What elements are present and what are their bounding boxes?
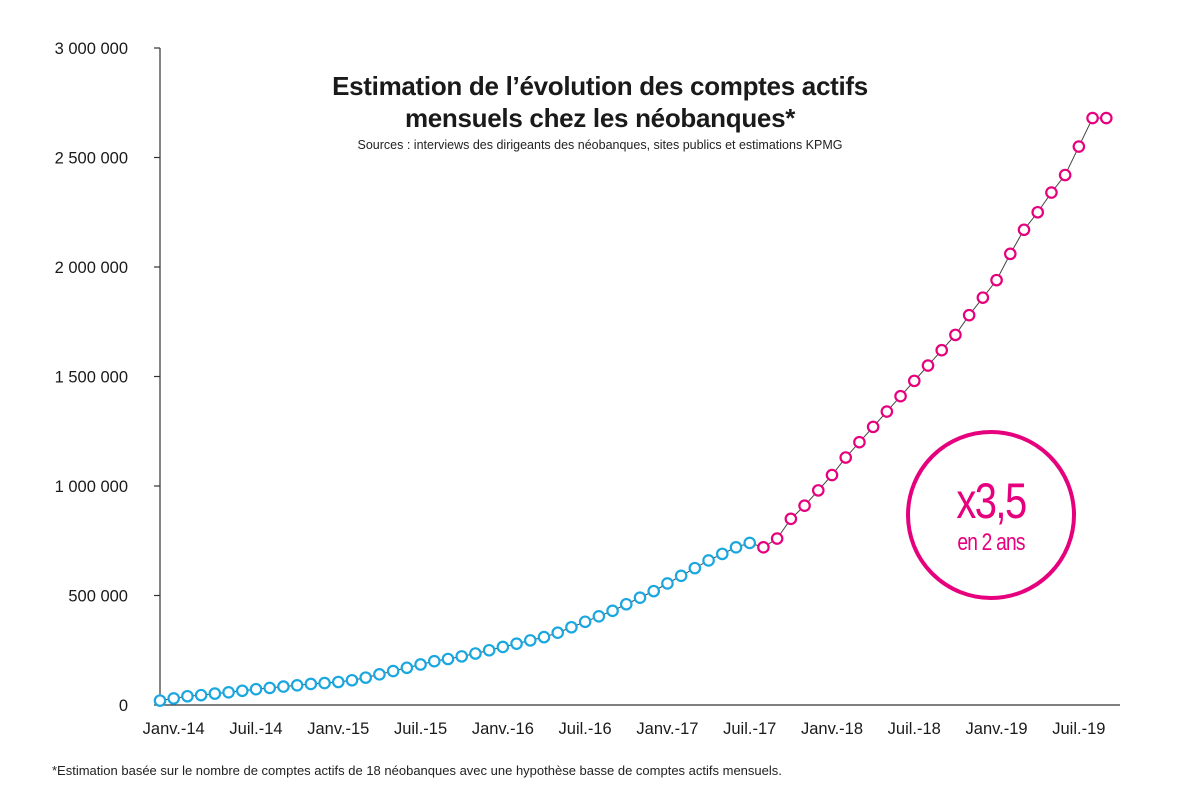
data-point-s0-20 <box>427 654 441 668</box>
data-point-s0-34 <box>619 597 633 611</box>
data-point-s0-2 <box>181 689 194 703</box>
data-point-s0-6 <box>235 684 249 698</box>
data-point-s1-24 <box>1086 111 1099 125</box>
data-point-s0-5 <box>222 685 235 699</box>
data-point-s0-13 <box>331 675 345 689</box>
data-point-s0-33 <box>606 604 619 618</box>
chart-title-line2: mensuels chez les néobanques* <box>404 103 796 133</box>
data-point-s0-19 <box>414 658 427 671</box>
data-point-s1-20 <box>1031 205 1045 219</box>
x-tick-label-5: Juil.-16 <box>559 720 612 738</box>
data-point-s0-8 <box>263 681 277 695</box>
data-point-s0-4 <box>208 687 222 700</box>
x-tick-label-11: Juil.-19 <box>1052 720 1105 738</box>
data-point-s0-39 <box>688 561 702 575</box>
data-point-s0-37 <box>661 577 674 590</box>
data-point-s1-7 <box>853 435 866 449</box>
data-point-s0-42 <box>729 541 743 554</box>
data-point-s0-18 <box>400 661 414 675</box>
data-point-s1-6 <box>839 451 853 464</box>
data-point-s1-0 <box>757 541 770 554</box>
data-point-s0-38 <box>674 569 688 583</box>
growth-badge-value: x3,5 <box>956 473 1027 529</box>
data-point-s0-25 <box>496 640 510 654</box>
data-point-s1-21 <box>1045 186 1058 199</box>
y-tick-label-1: 500 000 <box>68 588 128 606</box>
data-point-s0-0 <box>153 694 167 707</box>
x-tick-label-7: Juil.-17 <box>723 720 776 738</box>
x-tick-label-4: Janv.-16 <box>472 720 534 738</box>
data-point-s0-27 <box>523 634 537 647</box>
data-point-s1-15 <box>962 308 976 322</box>
footnote: *Estimation basée sur le nombre de compt… <box>52 763 782 778</box>
series-line <box>159 117 1107 702</box>
y-tick-label-0: 0 <box>119 697 128 715</box>
x-tick-label-2: Janv.-15 <box>307 720 369 738</box>
data-point-s0-15 <box>359 671 373 684</box>
data-point-s0-12 <box>318 676 331 690</box>
x-tick-label-8: Janv.-18 <box>801 720 863 738</box>
data-point-s0-41 <box>715 547 729 561</box>
data-point-s0-28 <box>537 630 551 644</box>
data-point-s1-3 <box>798 499 811 513</box>
data-point-s0-17 <box>386 664 400 678</box>
data-point-s1-5 <box>825 468 839 482</box>
y-tick-label-5: 2 500 000 <box>55 150 128 168</box>
data-point-s0-24 <box>482 643 496 657</box>
data-point-s1-12 <box>921 359 935 372</box>
data-point-s1-11 <box>907 374 921 388</box>
x-tick-label-9: Juil.-18 <box>888 720 941 738</box>
x-tick-label-6: Janv.-17 <box>636 720 698 738</box>
growth-badge: x3,5 en 2 ans <box>906 430 1076 600</box>
chart-subtitle: Sources : interviews des dirigeants des … <box>357 138 843 152</box>
data-point-s0-43 <box>743 536 757 550</box>
data-point-s1-10 <box>894 389 907 403</box>
data-point-s1-17 <box>990 273 1003 287</box>
data-point-s0-26 <box>510 637 523 650</box>
data-point-s1-1 <box>770 532 784 545</box>
data-point-s0-35 <box>633 591 647 604</box>
data-point-s0-29 <box>551 626 565 640</box>
y-tick-label-4: 2 000 000 <box>55 259 128 277</box>
data-point-s0-30 <box>565 620 578 634</box>
data-point-s1-14 <box>949 328 962 342</box>
data-point-s1-23 <box>1072 140 1086 153</box>
x-tick-label-3: Juil.-15 <box>394 720 447 738</box>
x-tick-label-1: Juil.-14 <box>229 720 282 738</box>
data-point-s0-1 <box>167 692 181 705</box>
data-point-s1-13 <box>935 343 949 357</box>
data-point-s0-16 <box>373 668 386 681</box>
data-point-s0-40 <box>702 554 715 567</box>
data-point-s1-18 <box>1003 247 1017 261</box>
data-point-s0-7 <box>249 682 263 696</box>
data-point-s1-4 <box>811 484 825 497</box>
data-point-s1-9 <box>880 405 894 418</box>
data-point-s0-32 <box>592 610 606 623</box>
data-point-s0-22 <box>455 650 469 663</box>
chart-title-line1: Estimation de l’évolution des comptes ac… <box>332 71 868 101</box>
x-tick-label-0: Janv.-14 <box>143 720 205 738</box>
growth-badge-caption: en 2 ans <box>957 529 1025 556</box>
data-point-s0-11 <box>304 677 318 691</box>
data-point-s0-36 <box>647 584 661 598</box>
data-point-s1-22 <box>1058 168 1072 182</box>
data-point-s0-21 <box>441 652 455 666</box>
data-point-s0-23 <box>469 647 482 660</box>
data-point-s0-14 <box>345 673 359 687</box>
data-point-s0-31 <box>578 615 592 629</box>
data-point-s1-25 <box>1099 111 1113 125</box>
data-point-s0-3 <box>194 688 208 702</box>
data-point-s0-10 <box>290 678 304 692</box>
data-point-s1-8 <box>866 420 880 434</box>
data-point-s1-2 <box>784 512 798 526</box>
data-point-s1-19 <box>1017 223 1031 237</box>
x-tick-label-10: Janv.-19 <box>966 720 1028 738</box>
y-tick-label-2: 1 000 000 <box>55 478 128 496</box>
data-point-s0-9 <box>277 680 290 693</box>
y-tick-label-3: 1 500 000 <box>55 369 128 387</box>
data-point-s1-16 <box>976 291 990 304</box>
y-tick-label-6: 3 000 000 <box>55 40 128 58</box>
